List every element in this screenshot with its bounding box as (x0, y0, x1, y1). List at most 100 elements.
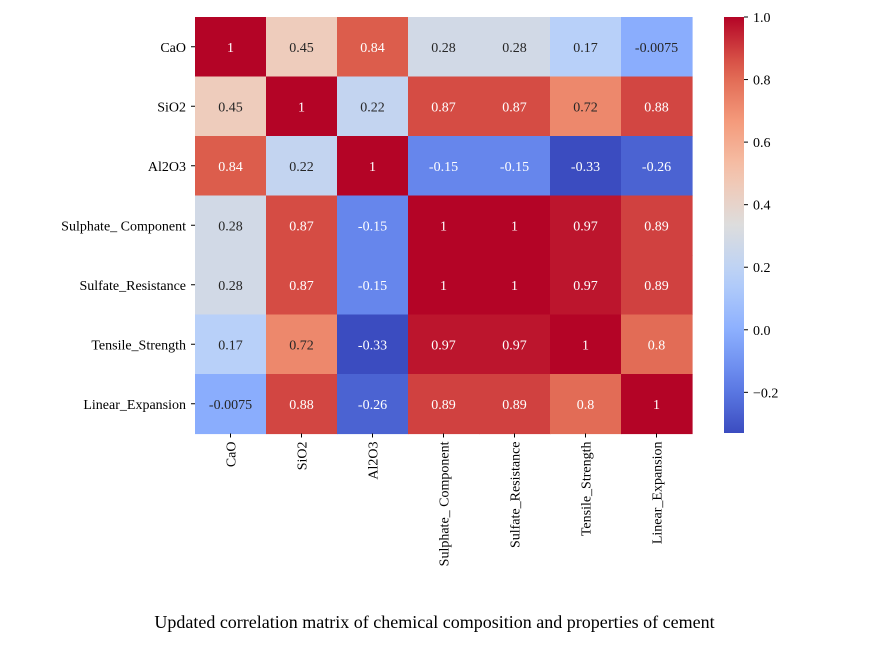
x-tick-label-sio2: SiO2 (296, 442, 311, 471)
heatmap-cell-value-label: 0.87 (502, 100, 527, 115)
heatmap-cell-value-label: 0.87 (289, 279, 314, 294)
heatmap-cell-cao-sulphate-component (408, 17, 480, 78)
heatmap-cell-value-label: -0.0075 (209, 398, 252, 413)
heatmap-cell-sulfate-resistance-sulphate-component (408, 255, 480, 316)
y-tick-label-sulfate-resistance: Sulfate_Resistance (79, 279, 186, 294)
colorbar-tick-label: 0.0 (753, 324, 771, 339)
heatmap-cell-sio2-tensile-strength (550, 76, 622, 137)
heatmap-cell-value-label: 1 (440, 219, 447, 234)
heatmap-cell-cao-sulfate-resistance (479, 17, 551, 78)
heatmap-cell-value-label: 1 (369, 160, 376, 175)
heatmap-cell-sulphate-component-sulfate-resistance (479, 195, 551, 256)
heatmap-cell-cao-tensile-strength (550, 17, 622, 78)
heatmap-cell-al2o3-sulphate-component (408, 136, 480, 197)
colorbar-tick-label: 1.0 (753, 11, 771, 26)
heatmap-cell-cao-linear-expansion (621, 17, 693, 78)
heatmap-cell-sulfate-resistance-al2o3 (337, 255, 409, 316)
heatmap-cell-value-label: 0.97 (431, 338, 456, 353)
heatmap-cell-value-label: 0.89 (431, 398, 456, 413)
heatmap-cell-value-label: 0.28 (431, 41, 456, 56)
heatmap-cell-sulphate-component-sulphate-component (408, 195, 480, 256)
heatmap-cell-al2o3-al2o3 (337, 136, 409, 197)
heatmap-cell-sulphate-component-al2o3 (337, 195, 409, 256)
y-tick-label-sulphate-component: Sulphate_ Component (61, 219, 186, 234)
heatmap-cell-value-label: -0.15 (358, 279, 387, 294)
heatmap-cell-sulphate-component-sio2 (266, 195, 338, 256)
heatmap-cell-tensile-strength-linear-expansion (621, 314, 693, 375)
heatmap-cell-value-label: 1 (653, 398, 660, 413)
heatmap-cell-value-label: 0.28 (502, 41, 527, 56)
heatmap-cell-value-label: 0.84 (218, 160, 243, 175)
colorbar-gradient (724, 17, 744, 433)
colorbar-tick-label: 0.2 (753, 261, 771, 276)
heatmap-cell-value-label: -0.33 (358, 338, 387, 353)
heatmap-cell-labels: 1 0.45 0.84 0.28 0.28 0.17 -0.0075 0.45 1 0.22 0.8… (209, 41, 678, 413)
heatmap-cell-value-label: 0.89 (644, 219, 669, 234)
heatmap-cell-value-label: 1 (227, 41, 234, 56)
heatmap-cell-sio2-linear-expansion (621, 76, 693, 137)
y-tick-label-cao: CaO (160, 41, 186, 56)
heatmap-cell-value-label: 0.97 (502, 338, 527, 353)
heatmap-cell-sulphate-component-linear-expansion (621, 195, 693, 256)
colorbar-tick-label: −0.2 (753, 386, 778, 401)
heatmap-cell-tensile-strength-tensile-strength (550, 314, 622, 375)
y-tick-label-tensile-strength: Tensile_Strength (91, 338, 186, 353)
heatmap-cell-sulphate-component-cao (195, 195, 267, 256)
heatmap-cell-sio2-sio2 (266, 76, 338, 137)
heatmap-cell-sulfate-resistance-tensile-strength (550, 255, 622, 316)
heatmap-cell-sulfate-resistance-linear-expansion (621, 255, 693, 316)
heatmap-cell-value-label: 0.89 (644, 279, 669, 294)
heatmap-cell-tensile-strength-sulfate-resistance (479, 314, 551, 375)
heatmap-cell-value-label: 1 (511, 279, 518, 294)
y-tick-label-linear-expansion: Linear_Expansion (83, 398, 186, 413)
heatmap-cell-linear-expansion-sulphate-component (408, 374, 480, 435)
heatmap-cell-sulfate-resistance-cao (195, 255, 267, 316)
heatmap-cell-value-label: 0.87 (289, 219, 314, 234)
heatmap-cell-value-label: 0.28 (218, 219, 243, 234)
heatmap-cell-tensile-strength-al2o3 (337, 314, 409, 375)
heatmap-cell-value-label: 0.84 (360, 41, 385, 56)
heatmap-cell-value-label: 0.87 (431, 100, 456, 115)
heatmap-cell-value-label: 0.8 (648, 338, 666, 353)
heatmap-cell-value-label: -0.15 (429, 160, 458, 175)
heatmap-cell-value-label: 1 (440, 279, 447, 294)
y-tick-label-al2o3: Al2O3 (148, 160, 186, 175)
heatmap-cells (195, 17, 693, 435)
heatmap-cell-value-label: -0.33 (571, 160, 600, 175)
x-tick-label-linear-expansion: Linear_Expansion (651, 442, 666, 545)
heatmap-cell-value-label: -0.15 (358, 219, 387, 234)
heatmap-cell-sio2-sulfate-resistance (479, 76, 551, 137)
heatmap-cell-value-label: 0.97 (573, 279, 598, 294)
heatmap-cell-sio2-sulphate-component (408, 76, 480, 137)
heatmap-cell-linear-expansion-linear-expansion (621, 374, 693, 435)
heatmap-cell-linear-expansion-al2o3 (337, 374, 409, 435)
heatmap-cell-value-label: 0.97 (573, 219, 598, 234)
heatmap-cell-value-label: 0.8 (577, 398, 595, 413)
heatmap-cell-cao-sio2 (266, 17, 338, 78)
heatmap-cell-value-label: 0.88 (289, 398, 314, 413)
colorbar: 1.0 0.8 0.6 0.4 0.2 0.0 −0.2 (724, 11, 778, 433)
colorbar-tick-label: 0.4 (753, 199, 771, 214)
heatmap-cell-value-label: 0.45 (289, 41, 314, 56)
heatmap-cell-value-label: 1 (582, 338, 589, 353)
heatmap-cell-value-label: 0.72 (289, 338, 314, 353)
heatmap-cell-tensile-strength-sio2 (266, 314, 338, 375)
heatmap-cell-sulphate-component-tensile-strength (550, 195, 622, 256)
heatmap-cell-value-label: 0.17 (218, 338, 243, 353)
heatmap-cell-sio2-al2o3 (337, 76, 409, 137)
y-axis-tick-labels: CaO SiO2 Al2O3 Sulphate_ Component Sulfate_R… (61, 41, 195, 413)
x-axis-tick-labels: CaO SiO2 Al2O3 Sulphate_ Component Sulfate_R… (225, 433, 666, 566)
x-tick-label-sulfate-resistance: Sulfate_Resistance (509, 442, 524, 549)
x-tick-label-tensile-strength: Tensile_Strength (580, 442, 595, 537)
heatmap-cell-value-label: 1 (298, 100, 305, 115)
heatmap-cell-linear-expansion-cao (195, 374, 267, 435)
heatmap-cell-al2o3-cao (195, 136, 267, 197)
x-tick-label-sulphate-component: Sulphate_ Component (438, 441, 453, 566)
heatmap-cell-cao-al2o3 (337, 17, 409, 78)
heatmap-cell-sio2-cao (195, 76, 267, 137)
heatmap-cell-value-label: 1 (511, 219, 518, 234)
y-tick-label-sio2: SiO2 (157, 100, 186, 115)
heatmap-cell-value-label: 0.17 (573, 41, 598, 56)
heatmap-cell-value-label: 0.22 (360, 100, 385, 115)
